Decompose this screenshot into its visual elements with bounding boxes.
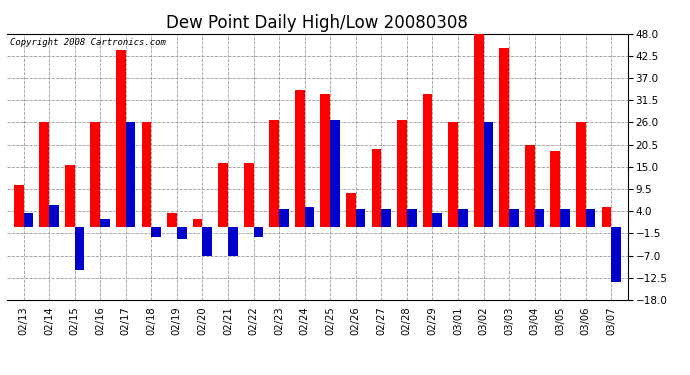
Title: Dew Point Daily High/Low 20080308: Dew Point Daily High/Low 20080308 [166,14,469,32]
Bar [269,120,279,227]
Bar [535,209,544,227]
Bar [602,207,611,227]
Bar [304,207,315,227]
Bar [177,227,186,240]
Bar [407,209,417,227]
Bar [560,209,570,227]
Bar [65,165,75,227]
Bar [484,123,493,227]
Bar [458,209,468,227]
Bar [382,209,391,227]
Bar [500,48,509,227]
Bar [611,227,621,282]
Bar [75,227,84,270]
Bar [193,219,202,227]
Bar [320,94,331,227]
Bar [253,227,263,237]
Bar [151,227,161,237]
Bar [474,34,484,227]
Bar [228,227,237,256]
Bar [279,209,289,227]
Bar [202,227,212,256]
Bar [356,209,366,227]
Bar [586,209,595,227]
Bar [141,123,151,227]
Bar [525,145,535,227]
Bar [551,151,560,227]
Bar [126,123,135,227]
Bar [372,149,382,227]
Bar [39,123,49,227]
Bar [167,213,177,227]
Bar [509,209,519,227]
Bar [576,123,586,227]
Bar [23,213,33,227]
Bar [218,163,228,227]
Bar [90,123,100,227]
Bar [423,94,433,227]
Bar [397,120,407,227]
Bar [448,123,458,227]
Bar [116,50,126,227]
Text: Copyright 2008 Cartronics.com: Copyright 2008 Cartronics.com [10,38,166,47]
Bar [244,163,253,227]
Bar [295,90,304,227]
Bar [331,120,340,227]
Bar [14,185,23,227]
Bar [49,205,59,227]
Bar [433,213,442,227]
Bar [100,219,110,227]
Bar [346,193,356,227]
